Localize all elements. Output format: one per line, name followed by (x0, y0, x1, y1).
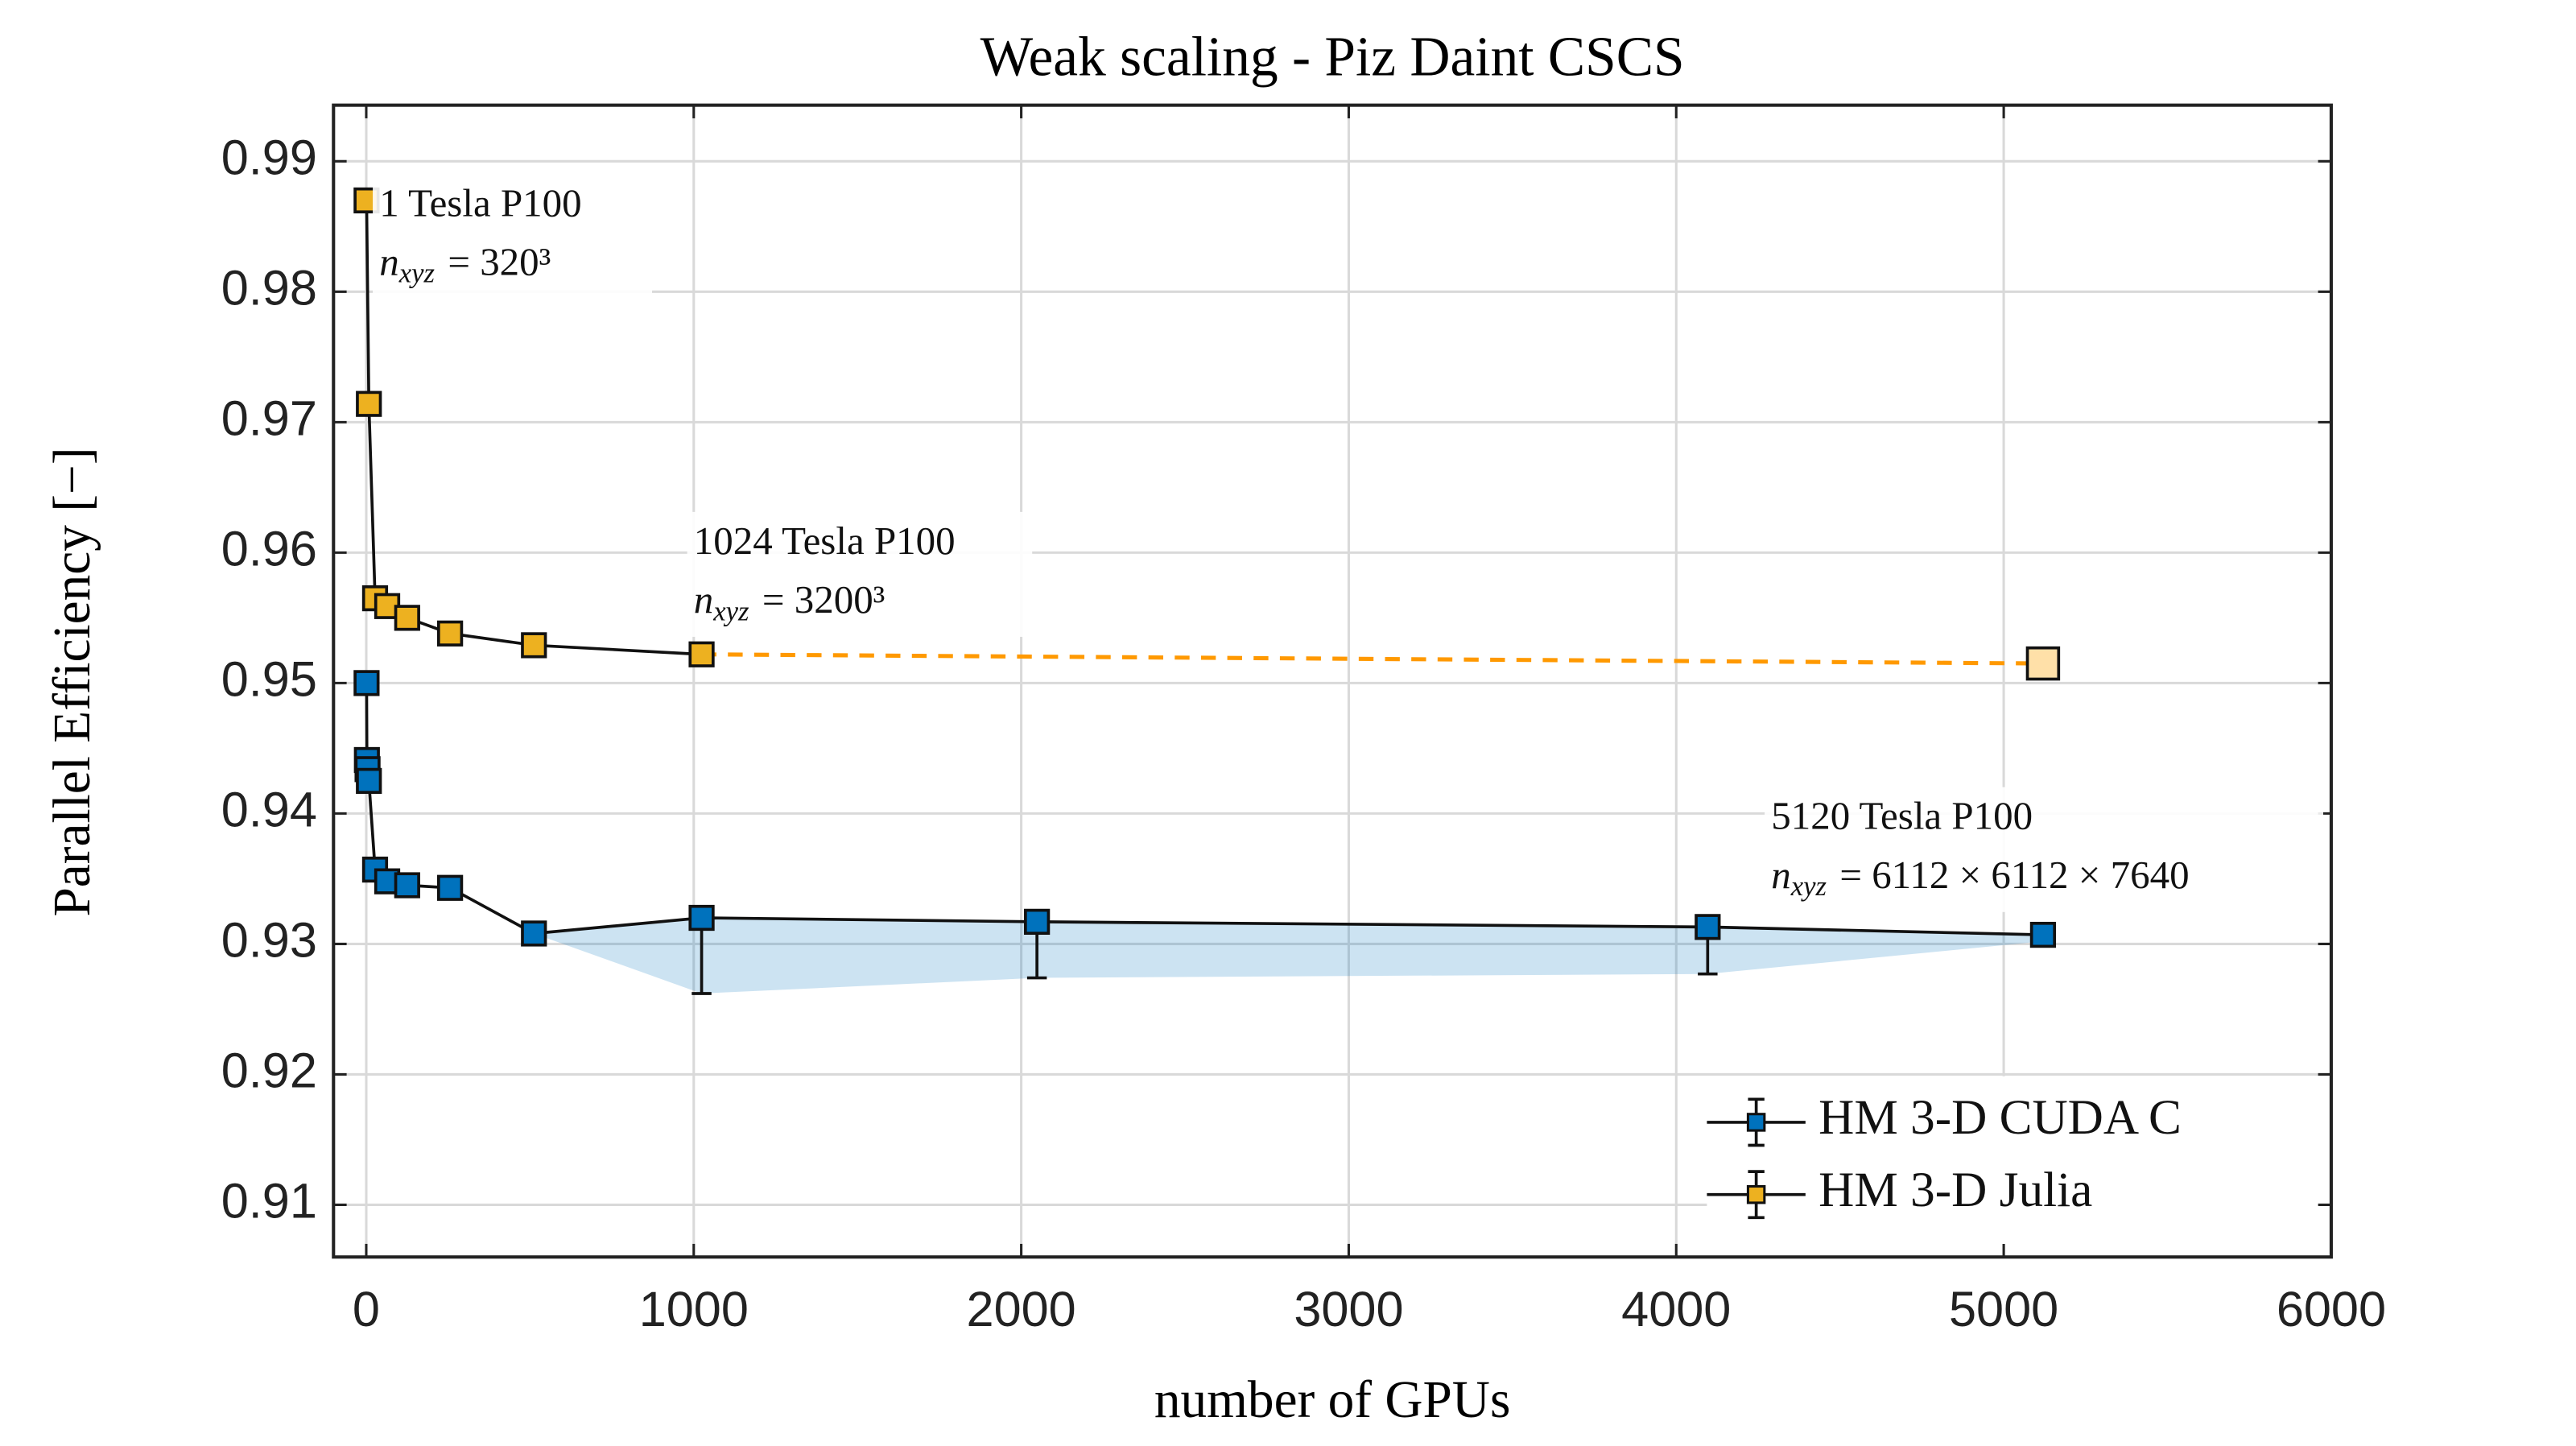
y-tick-label: 0.94 (221, 783, 317, 837)
x-tick-label: 4000 (1621, 1282, 1731, 1337)
math-symbol: n (1771, 853, 1790, 897)
annotation-bg (687, 511, 1033, 637)
math-symbol: n (694, 577, 713, 622)
legend-marker (1746, 1113, 1766, 1132)
y-tick-label: 0.99 (221, 130, 317, 184)
legend-marker (1746, 1184, 1766, 1204)
annotation-math: nxyz = 6112 × 6112 × 7640 (1771, 853, 2189, 902)
plot-frame (332, 103, 2333, 1259)
math-rhs: = 6112 × 6112 × 7640 (1839, 853, 2189, 897)
chart-title: Weak scaling - Piz Daint CSCS (980, 27, 1685, 89)
annotation-math: nxyz = 320³ (379, 240, 551, 289)
marker (394, 605, 420, 631)
x-tick-label: 6000 (2277, 1282, 2386, 1337)
marker (688, 904, 715, 932)
extrapolation-marker (2025, 646, 2061, 681)
legend-label: HM 3-D Julia (1818, 1163, 2092, 1217)
marker (688, 641, 715, 667)
marker (2029, 921, 2057, 948)
legend-box (1707, 1076, 2318, 1244)
annotation-text: 1 Tesla P100 (379, 180, 581, 225)
x-tick-label: 5000 (1949, 1282, 2058, 1337)
x-tick-label: 0 (353, 1282, 380, 1337)
marker (1024, 908, 1051, 936)
marker (356, 390, 382, 417)
y-tick-label: 0.97 (221, 391, 317, 446)
y-axis-label: Parallel Efficiency [−] (43, 447, 101, 916)
y-tick-label: 0.95 (221, 652, 317, 707)
marker (436, 620, 464, 647)
y-tick-label: 0.98 (221, 261, 317, 316)
x-tick-label: 2000 (967, 1282, 1076, 1337)
extrapolation-line (701, 652, 2043, 666)
annotation-bg (373, 174, 653, 300)
math-symbol: n (379, 240, 398, 284)
marker (394, 872, 420, 899)
annotation-math: nxyz = 3200³ (694, 577, 886, 626)
marker (356, 767, 382, 795)
math-subscript: xyz (1790, 870, 1827, 902)
y-tick-label: 0.96 (221, 522, 317, 576)
marker (353, 670, 380, 696)
math-rhs: = 3200³ (762, 577, 885, 622)
marker (521, 632, 547, 659)
math-subscript: xyz (712, 595, 749, 626)
x-tick-label: 3000 (1294, 1282, 1403, 1337)
legend-label: HM 3-D CUDA C (1818, 1090, 2182, 1145)
y-tick-label: 0.91 (221, 1174, 317, 1229)
y-tick-label: 0.93 (221, 913, 317, 968)
marker (521, 920, 547, 947)
x-tick-label: 1000 (639, 1282, 749, 1337)
math-subscript: xyz (398, 258, 436, 289)
marker (436, 874, 464, 901)
annotation-text: 1024 Tesla P100 (694, 518, 956, 563)
x-axis-label: number of GPUs (1154, 1371, 1511, 1429)
annotation-text: 5120 Tesla P100 (1771, 794, 2033, 838)
math-rhs: = 320³ (448, 240, 551, 284)
y-tick-label: 0.92 (221, 1043, 317, 1098)
marker (1695, 914, 1721, 940)
error-band (534, 918, 2043, 994)
annotation-bg (1765, 787, 2323, 912)
